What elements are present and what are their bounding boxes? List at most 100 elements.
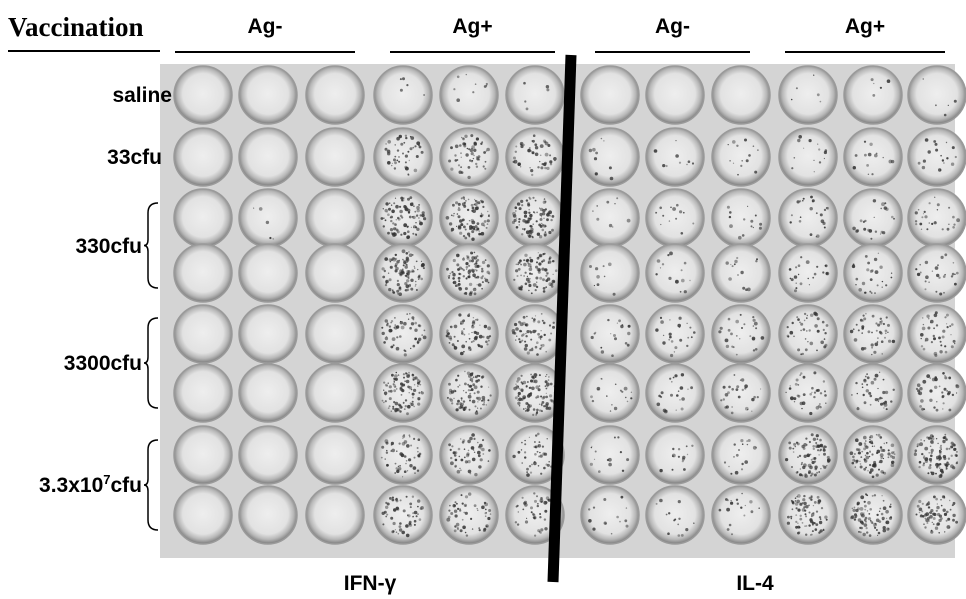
spot (671, 381, 673, 383)
spot (942, 408, 944, 410)
spot (553, 280, 555, 283)
spot (745, 159, 749, 163)
spot (398, 160, 401, 163)
spot (527, 148, 531, 153)
spot (541, 267, 545, 271)
spot (889, 454, 893, 458)
spot (956, 461, 959, 463)
spot (660, 223, 662, 226)
spot (859, 526, 862, 530)
spot (474, 287, 476, 289)
spot (482, 335, 485, 339)
spot (938, 168, 942, 172)
spot (460, 152, 462, 155)
spot (412, 270, 415, 273)
spot (462, 406, 466, 410)
spot (824, 264, 828, 268)
spot (869, 450, 871, 453)
spot (542, 290, 546, 293)
spot (416, 208, 420, 213)
spot (410, 388, 413, 391)
spot (413, 519, 417, 523)
spot (935, 148, 939, 152)
spot (520, 330, 523, 333)
spot (461, 441, 465, 444)
spot (738, 235, 742, 240)
spot (869, 269, 874, 273)
spot (474, 411, 479, 415)
spot (522, 508, 525, 511)
spot (854, 516, 857, 519)
spot (944, 273, 946, 276)
spot (456, 284, 460, 287)
spot (450, 461, 454, 466)
spot (392, 346, 394, 348)
spot (468, 346, 471, 349)
row-label-text: 3.3x10 (39, 474, 103, 497)
spot (474, 472, 478, 477)
spot (861, 522, 865, 525)
spot (521, 334, 524, 337)
spot (813, 473, 817, 477)
spot (941, 228, 944, 231)
spot (527, 217, 530, 220)
spot (881, 495, 883, 497)
spot (456, 98, 461, 102)
spot (459, 231, 463, 235)
spot (933, 406, 936, 409)
spot (481, 505, 485, 510)
spot (525, 332, 527, 335)
spot (927, 472, 930, 475)
spot (481, 399, 483, 402)
spot (544, 509, 548, 513)
spot (799, 282, 803, 286)
spot (539, 212, 543, 217)
spot (408, 392, 410, 394)
spot (407, 404, 411, 409)
spot (535, 412, 538, 415)
spot (919, 405, 922, 408)
spot (626, 400, 629, 403)
spot (595, 267, 599, 271)
spot (470, 228, 473, 230)
spot (720, 399, 723, 402)
spot (825, 207, 828, 209)
spot (867, 517, 872, 521)
spot (801, 502, 804, 504)
spot (399, 499, 402, 502)
spot (825, 518, 828, 521)
spot (919, 222, 923, 226)
spot (401, 216, 404, 219)
spot (530, 348, 534, 352)
spot (914, 449, 918, 453)
spot (528, 289, 530, 292)
spot (534, 146, 539, 150)
well (238, 363, 298, 423)
spot (485, 340, 488, 344)
spot (396, 497, 398, 500)
spot (391, 448, 396, 453)
spot (817, 499, 822, 503)
spot (540, 404, 543, 407)
spot (408, 215, 412, 219)
spot (545, 496, 550, 500)
spot (546, 218, 549, 222)
spot (662, 334, 665, 337)
spot (877, 387, 879, 390)
spot (813, 272, 817, 276)
row-label: 3300cfu (64, 352, 142, 375)
spot (732, 346, 735, 349)
spot (525, 335, 528, 338)
spot (383, 391, 388, 395)
spot (463, 328, 465, 330)
spot (935, 472, 937, 475)
spot (596, 275, 600, 279)
spot (484, 515, 487, 517)
spot (751, 410, 753, 412)
spot (756, 258, 758, 261)
spot (942, 439, 946, 444)
spot (398, 467, 402, 471)
spot (453, 509, 458, 513)
spot (813, 395, 816, 399)
spot (864, 291, 867, 294)
